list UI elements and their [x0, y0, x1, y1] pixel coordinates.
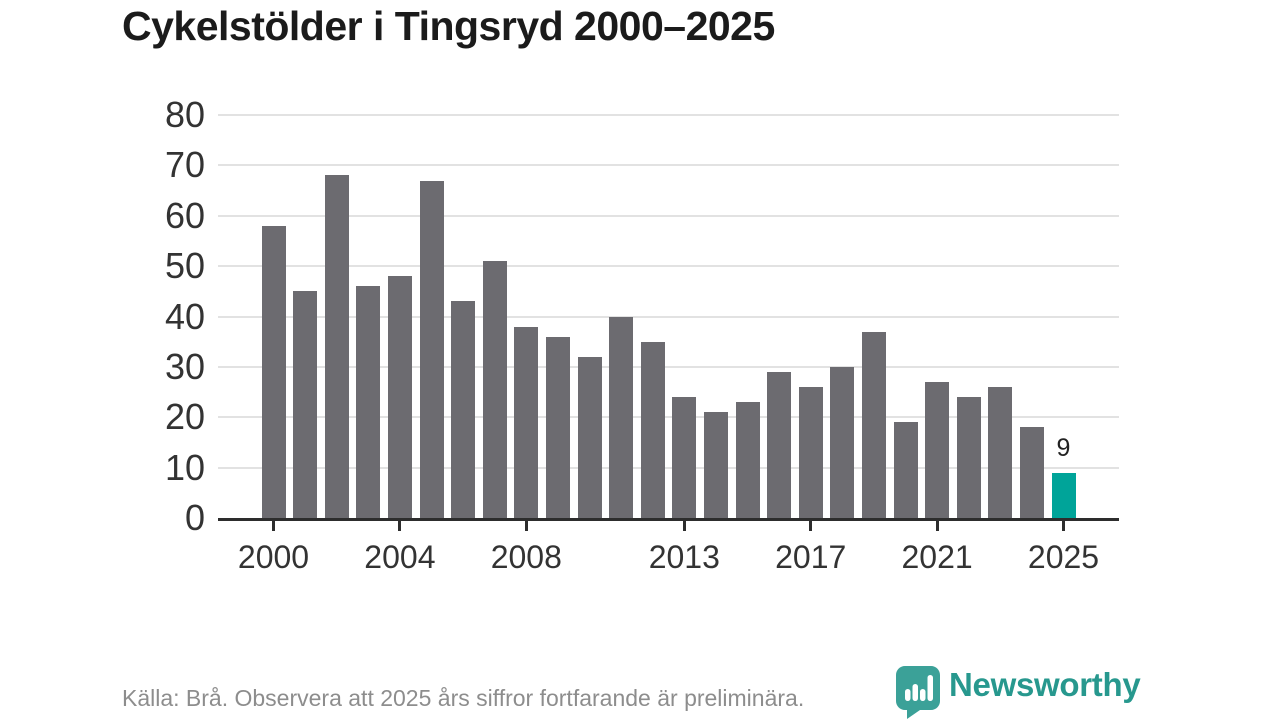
x-tick-2017: [809, 521, 813, 531]
gridline-y-30: [218, 365, 1119, 368]
gridline-y-70: [218, 164, 1119, 167]
x-tick-2008: [524, 521, 528, 531]
bar-2021: [925, 382, 950, 518]
bar-2001: [293, 291, 318, 518]
bar-chart-plot: 0 10 20 30 40 50 60 70 80 2000 2004 2008 2013 2017 202…: [165, 97, 1119, 575]
x-tick-2004: [398, 521, 402, 531]
gridline-y-10: [218, 466, 1119, 469]
newsworthy-logo: Newsworthy: [896, 666, 1141, 719]
y-axis-label: 60: [164, 194, 205, 236]
bar-2002: [324, 175, 349, 518]
bar-2018: [830, 366, 855, 518]
bar-value-label: 9: [1056, 433, 1071, 462]
x-axis-label: 2017: [775, 539, 847, 575]
x-axis-label: 2008: [490, 539, 562, 575]
y-axis-label: 30: [164, 345, 205, 387]
x-axis-label: 2000: [237, 539, 310, 575]
x-axis-label: 2013: [648, 539, 720, 575]
source-note: Källa: Brå. Observera att 2025 års siffr…: [122, 685, 805, 711]
x-axis-label: 2025: [1027, 539, 1100, 575]
bar-2023: [988, 387, 1013, 518]
gridline-y-20: [218, 416, 1119, 419]
bar-2012: [640, 341, 665, 518]
bar-2007: [482, 261, 507, 518]
bar-2009: [545, 336, 570, 518]
bar-2019: [861, 331, 886, 518]
newsworthy-logo-icon: [896, 666, 940, 719]
bar-2011: [609, 316, 634, 518]
bar-2024: [1019, 427, 1044, 518]
y-axis-label: 40: [164, 295, 205, 337]
y-axis-label: 20: [164, 396, 205, 438]
x-tick-2013: [682, 521, 686, 531]
y-axis-label: 0: [184, 497, 205, 538]
bar-2006: [451, 301, 476, 518]
x-tick-2025: [1062, 521, 1065, 531]
gridline-y-40: [218, 315, 1119, 318]
x-tick-2000: [272, 521, 275, 531]
y-axis-label: 80: [164, 94, 205, 135]
chart-title: Cykelstölder i Tingsryd 2000–2025: [122, 3, 775, 49]
x-axis-label: 2004: [364, 539, 436, 575]
bar-2020: [893, 422, 918, 518]
bar-2017: [798, 387, 823, 518]
bar-2000: [261, 225, 286, 518]
bar-2010: [577, 356, 602, 518]
bar-2005: [419, 180, 444, 518]
gridline-y-80: [218, 114, 1119, 116]
y-axis-label: 50: [164, 245, 205, 287]
bar-2004: [387, 276, 412, 518]
x-axis-label: 2021: [901, 539, 973, 575]
bar-2025: [1051, 472, 1076, 518]
y-axis-label: 10: [164, 446, 205, 488]
bar-2003: [356, 286, 381, 518]
gridline-y-50: [218, 265, 1119, 268]
bar-2015: [735, 402, 760, 518]
y-axis-label: 70: [164, 144, 205, 186]
bar-2022: [956, 397, 981, 518]
newsworthy-logo-text: Newsworthy: [949, 666, 1141, 703]
bar-2013: [672, 397, 697, 518]
bar-2014: [703, 412, 728, 518]
bar-2016: [767, 371, 792, 518]
gridline-y-60: [218, 214, 1119, 217]
x-tick-2021: [935, 521, 939, 531]
bar-2008: [514, 326, 539, 518]
